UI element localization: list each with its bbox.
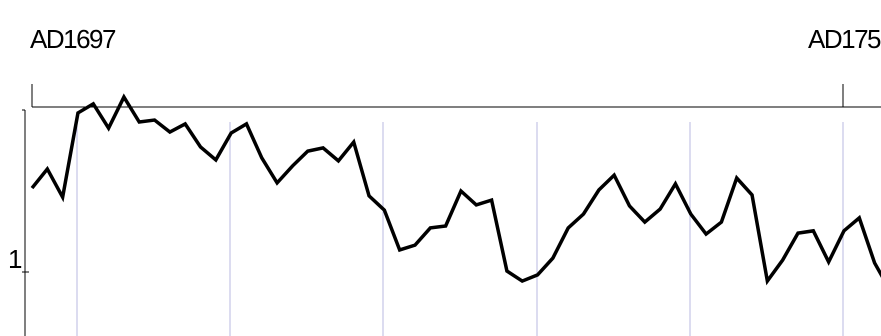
grid (76, 122, 844, 336)
annotation: AD1753 (808, 24, 881, 54)
y-tick-label: 1 (8, 244, 22, 274)
series-line (30, 93, 881, 286)
time-ruler (22, 84, 881, 336)
annotation: AD1697 (30, 24, 116, 54)
